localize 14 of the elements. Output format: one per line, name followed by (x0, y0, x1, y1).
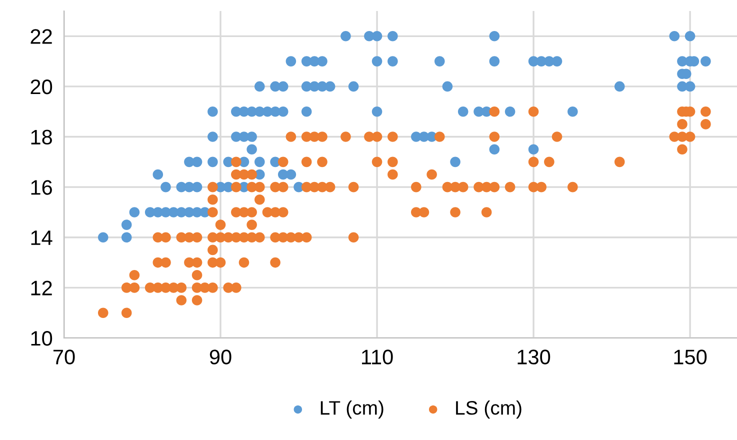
x-tick-label: 70 (53, 350, 75, 364)
y-tick-label: 12 (31, 280, 52, 296)
legend-label: LT (cm) (320, 400, 384, 419)
y-tick-label: 20 (30, 79, 52, 94)
y-tick-label: 18 (31, 130, 52, 145)
y-tick-label: 16 (31, 180, 52, 195)
x-tick-label: 90 (210, 350, 232, 364)
y-tick-label: 22 (30, 29, 52, 44)
x-tick-label: 130 (518, 350, 550, 364)
y-tick-label: 14 (31, 230, 52, 245)
x-tick-label: 110 (362, 350, 393, 364)
x-tick-label: 150 (674, 350, 707, 364)
legend-label: LS (cm) (456, 400, 522, 419)
y-tick-label: 10 (31, 331, 52, 346)
